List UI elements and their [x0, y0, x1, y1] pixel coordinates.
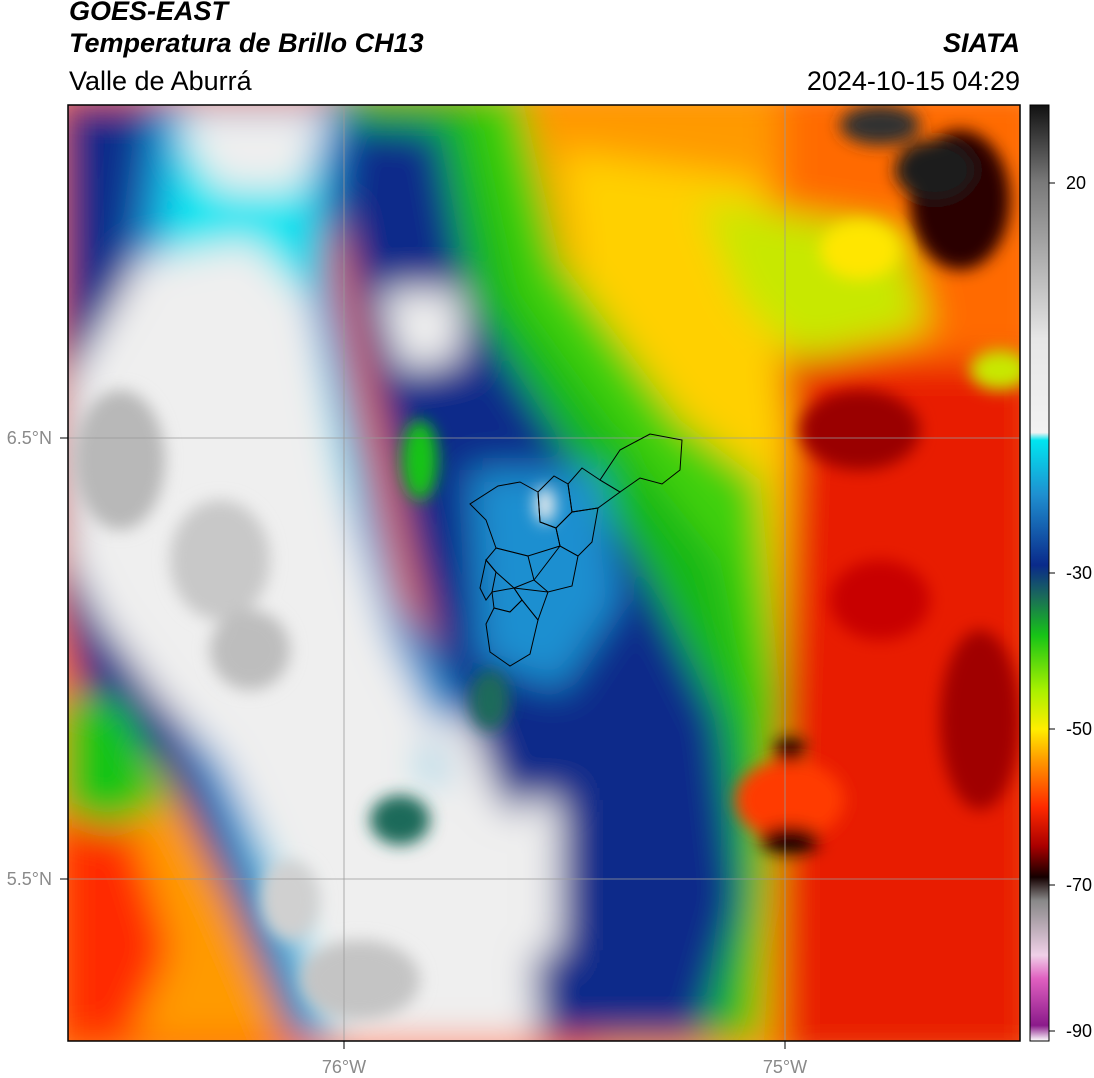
- lon-tick-label: 76°W: [322, 1057, 366, 1077]
- brightness-temperature-field: [68, 105, 1020, 1041]
- longitude-axis: 76°W 75°W: [322, 1041, 807, 1077]
- organization-label: SIATA: [943, 28, 1020, 58]
- colorbar-tick-label: 20: [1066, 173, 1086, 193]
- colorbar-tick-label: -90: [1066, 1021, 1092, 1041]
- colorbar-ticks: 20 -30 -50 -70 -90: [1049, 173, 1092, 1041]
- colorbar-fill: [1030, 105, 1049, 1041]
- map-gridlines: [68, 105, 1020, 1041]
- colorbar-tick-label: -70: [1066, 875, 1092, 895]
- colorbar-tick-label: -50: [1066, 719, 1092, 739]
- map-frame: [67, 104, 1021, 1042]
- municipal-boundaries: [469, 433, 683, 667]
- colorbar-tick-label: -30: [1066, 563, 1092, 583]
- region-subtitle: Valle de Aburrá: [69, 66, 252, 96]
- lat-tick-label: 6.5°N: [7, 428, 52, 448]
- lon-tick-label: 75°W: [763, 1057, 807, 1077]
- latitude-axis: 6.5°N 5.5°N: [7, 428, 68, 889]
- satellite-title: GOES-EAST: [69, 0, 229, 26]
- colorbar: 20 -30 -50 -70 -90: [1029, 104, 1092, 1042]
- lat-tick-label: 5.5°N: [7, 869, 52, 889]
- timestamp-label: 2024-10-15 04:29: [806, 66, 1020, 96]
- product-title: Temperatura de Brillo CH13: [69, 28, 424, 58]
